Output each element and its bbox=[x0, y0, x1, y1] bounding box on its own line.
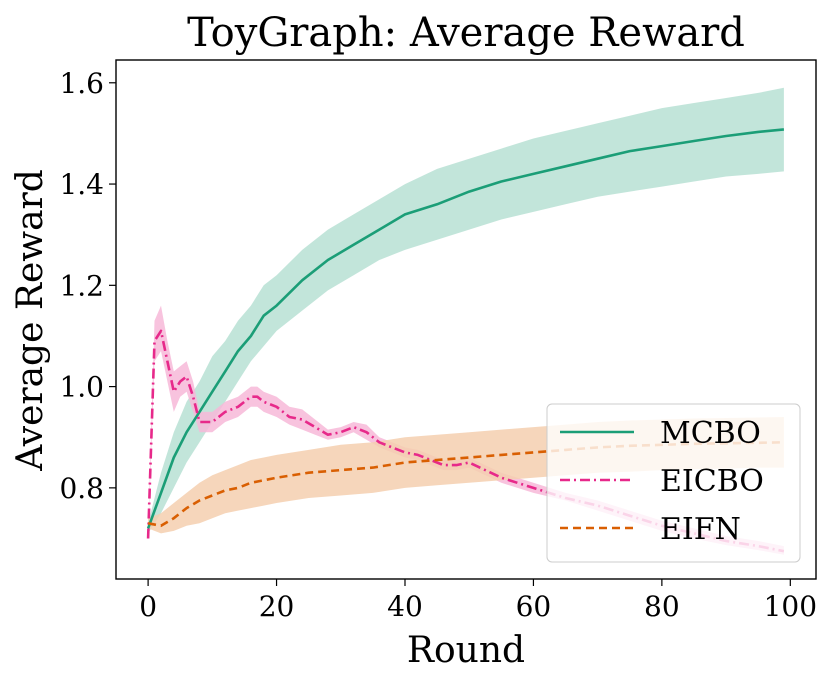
legend-label-mcbo: MCBO bbox=[660, 416, 761, 451]
y-axis-label: Average Reward bbox=[10, 169, 51, 472]
legend-label-eicbo: EICBO bbox=[660, 464, 764, 499]
y-axis-ticks: 0.8 1.0 1.2 1.4 1.6 bbox=[59, 67, 116, 505]
x-tick-label: 60 bbox=[516, 590, 552, 623]
legend-label-eifn: EIFN bbox=[660, 512, 741, 547]
legend: MCBO EICBO EIFN bbox=[546, 403, 801, 563]
y-tick-label: 1.2 bbox=[59, 269, 104, 302]
legend-box bbox=[546, 403, 801, 563]
chart-title: ToyGraph: Average Reward bbox=[187, 10, 745, 56]
x-tick-label: 100 bbox=[764, 590, 817, 623]
eifn-line bbox=[147, 441, 784, 528]
y-tick-label: 1.6 bbox=[59, 67, 104, 100]
x-axis-ticks: 0 20 40 60 80 100 bbox=[139, 579, 817, 623]
x-axis-label: Round bbox=[407, 630, 525, 671]
mcbo-band bbox=[148, 87, 784, 534]
plot-frame bbox=[115, 59, 817, 580]
x-tick-label: 80 bbox=[644, 590, 680, 623]
y-tick-label: 1.4 bbox=[59, 168, 104, 201]
x-tick-label: 20 bbox=[259, 590, 295, 623]
y-tick-label: 0.8 bbox=[59, 472, 104, 505]
x-tick-label: 0 bbox=[139, 590, 157, 623]
x-tick-label: 40 bbox=[387, 590, 423, 623]
mcbo-line bbox=[146, 128, 785, 529]
y-tick-label: 1.0 bbox=[59, 371, 104, 404]
